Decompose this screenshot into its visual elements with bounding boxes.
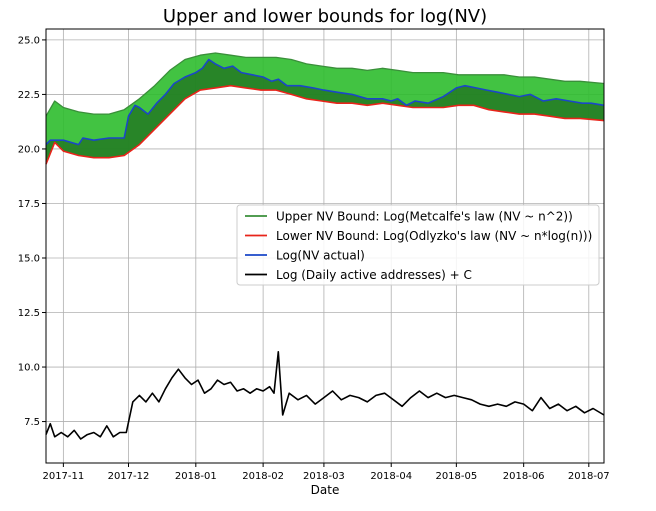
legend: Upper NV Bound: Log(Metcalfe's law (NV ~… — [236, 204, 600, 286]
bounds-fill — [46, 53, 604, 165]
upper-bound-line — [45, 52, 605, 117]
y-tick-label: 15.0 — [18, 253, 40, 264]
chart-title: Upper and lower bounds for log(NV) — [163, 6, 487, 27]
x-tick-label: 2018-06 — [503, 471, 545, 482]
actual-fill-area — [46, 59, 604, 165]
legend-entry: Upper NV Bound: Log(Metcalfe's law (NV ~… — [276, 210, 573, 224]
y-tick-label: 20.0 — [18, 144, 40, 155]
legend-box — [236, 204, 600, 286]
x-tick-label: 2018-01 — [175, 471, 217, 482]
y-tick-label: 7.5 — [24, 417, 40, 428]
daily-active-addresses-line — [45, 350, 605, 440]
series-lines — [45, 52, 605, 440]
x-tick-label: 2018-05 — [435, 471, 477, 482]
plot-frame — [45, 28, 605, 464]
y-axis-ticks: 7.5 10.0 12.5 15.0 17.5 20.0 22.5 25.0 — [18, 35, 46, 428]
x-tick-label: 2018-04 — [370, 471, 412, 482]
y-tick-label: 25.0 — [18, 35, 40, 46]
x-tick-label: 2018-03 — [303, 471, 345, 482]
x-tick-label: 2017-11 — [42, 471, 84, 482]
y-tick-label: 17.5 — [18, 199, 40, 210]
x-axis-ticks: 2017-11 2017-12 2018-01 2018-02 2018-03 2018-… — [42, 463, 610, 482]
x-tick-label: 2017-12 — [108, 471, 150, 482]
nv-actual-line — [45, 58, 605, 146]
x-tick-label: 2018-07 — [568, 471, 610, 482]
legend-entry: Log(NV actual) — [276, 249, 365, 263]
legend-entry: Lower NV Bound: Log(Odlyzko's law (NV ~ … — [276, 229, 592, 243]
y-tick-label: 22.5 — [18, 90, 40, 101]
legend-entry: Log (Daily active addresses) + C — [276, 268, 472, 282]
x-axis-label: Date — [311, 483, 340, 497]
lower-bound-line — [45, 84, 605, 165]
y-tick-label: 12.5 — [18, 308, 40, 319]
y-tick-label: 10.0 — [18, 363, 40, 374]
x-tick-label: 2018-02 — [242, 471, 284, 482]
